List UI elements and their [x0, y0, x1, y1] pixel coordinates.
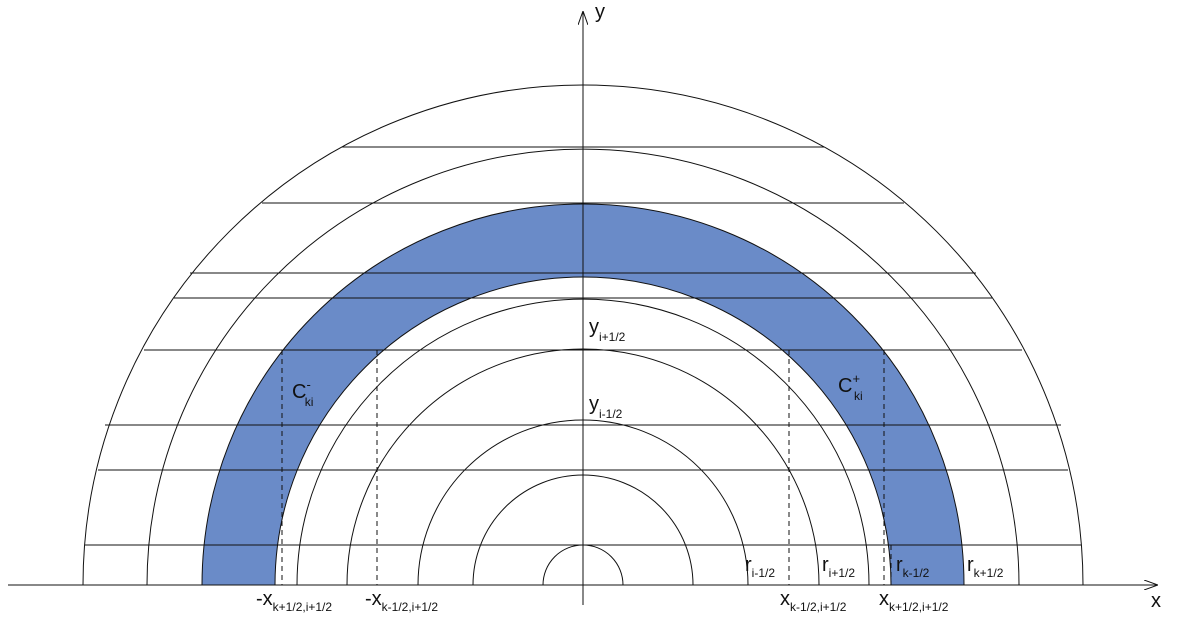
r-k-plus-label: rk+1/2	[967, 554, 1004, 580]
x-axis-label: x	[1151, 590, 1161, 612]
y-i-minus-label: yi-1/2	[589, 393, 623, 421]
y-i-plus-label: yi+1/2	[589, 316, 626, 344]
x-k-minus-label: xk-1/2,i+1/2	[780, 588, 847, 614]
y-axis-label: y	[595, 1, 605, 23]
r-k-minus-label: rk-1/2	[896, 554, 930, 580]
neg-x-k-minus-label: -xk-1/2,i+1/2	[365, 588, 438, 614]
c-minus-label: C-ki	[292, 377, 313, 409]
r-i-minus-label: ri-1/2	[745, 554, 775, 580]
x-k-plus-label: xk+1/2,i+1/2	[879, 588, 949, 614]
highlighted-ring-band	[202, 204, 964, 585]
r-i-plus-label: ri+1/2	[822, 554, 855, 580]
neg-x-k-plus-label: -xk+1/2,i+1/2	[256, 588, 332, 614]
dashed-projection-lines	[281, 350, 892, 585]
c-plus-label: C+ ki	[838, 371, 863, 403]
